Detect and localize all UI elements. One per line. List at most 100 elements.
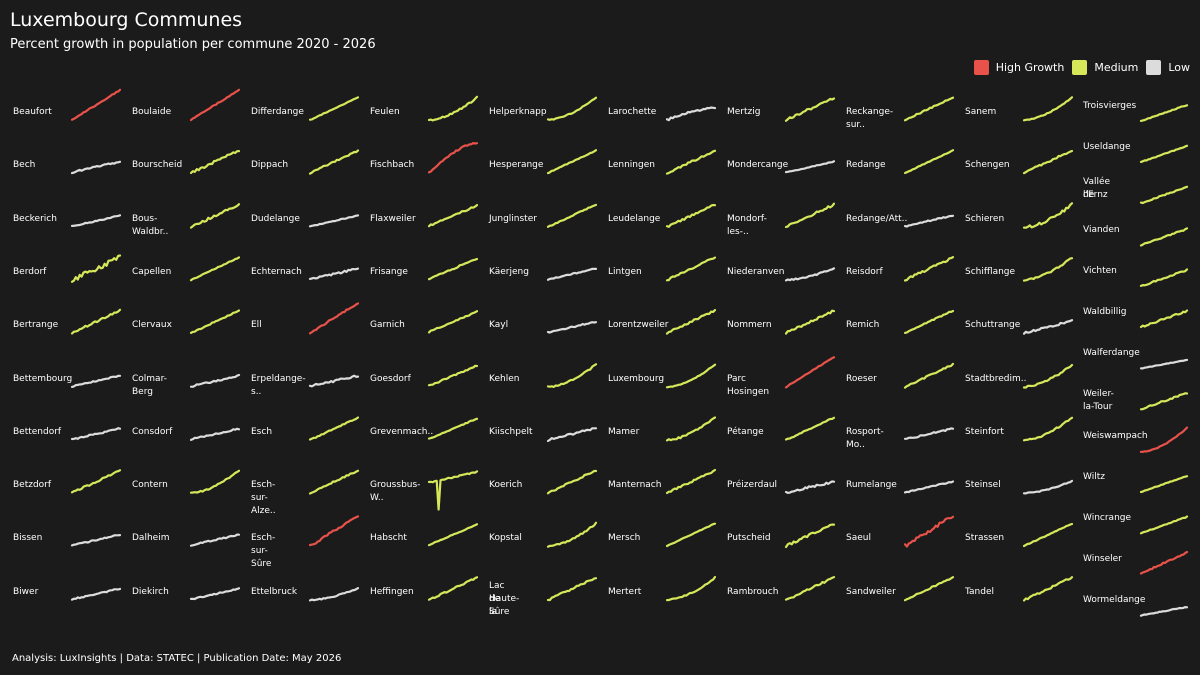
- publication-date: May 2026: [292, 653, 342, 664]
- commune-label: Fischbach: [370, 160, 415, 171]
- sparkline-path: [903, 96, 955, 122]
- commune-label: Vichten: [1083, 265, 1117, 276]
- commune-label: Vallée de: [1083, 177, 1111, 201]
- sparkline-path: [189, 256, 241, 282]
- commune-label: Betzdorf: [13, 480, 52, 491]
- sparkline-path: [784, 523, 836, 549]
- sparkline-path: [784, 480, 836, 495]
- sparkline-path: [308, 213, 360, 227]
- commune-label: Nommern: [727, 320, 772, 331]
- commune-label: Bissen: [13, 533, 43, 544]
- caption: Analysis: LuxInsights | Data: STATEC | P…: [12, 653, 341, 664]
- sparkline-path: [70, 469, 122, 494]
- sparkline-path: [70, 213, 122, 227]
- sparkline: [546, 576, 598, 601]
- commune-label: Boulaide: [132, 107, 172, 117]
- sparkline-path: [1022, 479, 1074, 495]
- sparkline: [903, 480, 955, 494]
- sparkline: [546, 96, 598, 121]
- commune-label: Weiler-la-Tour: [1083, 389, 1114, 413]
- sparkline: [546, 321, 598, 334]
- commune-label: Manternach: [608, 480, 662, 491]
- commune-label: Bettembourg: [13, 373, 73, 384]
- sparkline-path: [1139, 515, 1189, 535]
- sparkline-path: [427, 523, 479, 547]
- sparkline: [903, 214, 955, 228]
- sparkline: [903, 310, 955, 335]
- sparkline-path: [903, 575, 955, 601]
- commune-label: Lintgen: [608, 266, 642, 277]
- sparkline: [1022, 523, 1074, 548]
- commune-label: Echternach: [251, 266, 302, 277]
- sparkline-path: [1022, 319, 1074, 335]
- sparkline-path: [427, 470, 479, 511]
- commune-label: Ell: [251, 320, 262, 331]
- sparkline-path: [903, 480, 955, 494]
- sparkline: [308, 267, 360, 280]
- sparkline: [1022, 416, 1074, 442]
- sparkline-path: [189, 586, 241, 600]
- sparkline-path: [665, 256, 717, 282]
- sparkline-path: [427, 364, 479, 386]
- sparkline-path: [784, 267, 836, 282]
- commune-label: Esch-sur-Alze..: [251, 480, 276, 517]
- sparkline-path: [70, 308, 122, 335]
- commune-label: Steinsel: [965, 480, 1001, 491]
- sparkline-path: [784, 160, 836, 174]
- legend-label-medium: Medium: [1094, 61, 1139, 74]
- sparkline: [1022, 363, 1074, 389]
- sparkline-path: [903, 516, 955, 548]
- sparkline-path: [70, 160, 122, 175]
- legend-item-high: High Growth: [973, 60, 1064, 75]
- sparkline-path: [1022, 416, 1074, 442]
- sparkline: [784, 202, 836, 228]
- sparkline-path: [546, 321, 598, 334]
- commune-label: Kopstal: [489, 533, 522, 544]
- sparkline: [308, 586, 360, 602]
- sparkline: [70, 534, 122, 547]
- commune-label: Leudelange: [608, 213, 661, 224]
- sparkline: [189, 533, 241, 548]
- commune-label: Feulen: [370, 107, 400, 117]
- sparkline: [546, 267, 598, 281]
- sparkline: [1022, 256, 1074, 282]
- sparkline: [70, 587, 122, 601]
- sparkline-path: [427, 417, 479, 440]
- sparkline-path: [189, 202, 241, 229]
- sparkline-path: [308, 96, 360, 121]
- commune-label: Waldbillig: [1083, 307, 1127, 317]
- sparkline-path: [308, 302, 360, 335]
- sparkline-path: [427, 310, 479, 334]
- commune-label: Helperknapp: [489, 107, 547, 117]
- sparkline: [1139, 268, 1189, 287]
- sparkline: [1139, 226, 1189, 247]
- sparkline-path: [784, 202, 836, 228]
- sparkline: [1139, 144, 1189, 164]
- sparkline-path: [665, 575, 717, 601]
- commune-label: Frisange: [370, 266, 408, 277]
- sparkline-path: [189, 427, 241, 441]
- commune-label: Rambrouch: [727, 586, 779, 597]
- commune-label: Mersch: [608, 533, 641, 544]
- sparkline-path: [308, 515, 360, 547]
- sparkline-path: [1022, 363, 1074, 389]
- commune-label: Redange: [846, 160, 886, 171]
- commune-label: Beckerich: [13, 213, 57, 224]
- commune-label: Haute-Sûre: [489, 593, 520, 617]
- commune-label: Larochette: [608, 107, 657, 117]
- sparkline-path: [1022, 523, 1074, 548]
- sparkline: [665, 468, 717, 495]
- commune-label: Lenningen: [608, 160, 655, 171]
- sparkline: [784, 355, 836, 388]
- sparkline-path: [665, 363, 717, 388]
- sparkline: [665, 256, 717, 282]
- sparkline: [665, 363, 717, 388]
- sparkline-path: [427, 257, 479, 281]
- sparkline: [1139, 474, 1189, 493]
- commune-label: Bettendorf: [13, 426, 62, 437]
- sparkline-path: [665, 416, 717, 442]
- commune-label: Reisdorf: [846, 266, 883, 277]
- sparkline: [427, 470, 479, 511]
- commune-label: Grevenmach..: [370, 426, 434, 437]
- commune-label: Schuttrange: [965, 320, 1021, 331]
